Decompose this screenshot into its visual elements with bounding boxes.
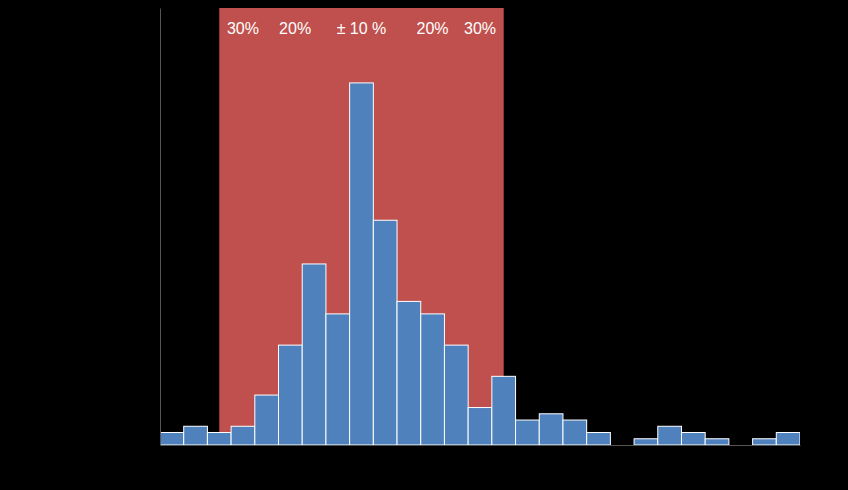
- histogram-bar: [184, 426, 208, 445]
- histogram-bar: [444, 345, 468, 445]
- histogram-bar: [539, 414, 563, 445]
- chart: 30% 20% ± 10 % 20% 30%: [0, 0, 848, 490]
- histogram-bar: [279, 345, 303, 445]
- histogram-bar: [492, 376, 516, 445]
- annotation: 20%: [279, 20, 311, 37]
- histogram-bar: [516, 420, 540, 445]
- histogram-bar: [468, 408, 492, 445]
- annotation: 30%: [227, 20, 259, 37]
- histogram-bar: [776, 433, 800, 445]
- x-axis-line: [161, 445, 801, 446]
- x-axis: [161, 445, 801, 446]
- marks: [160, 8, 800, 445]
- histogram-bar: [634, 439, 658, 445]
- annotation: 30%: [464, 20, 496, 37]
- histogram-bar: [681, 433, 705, 445]
- histogram-bar: [326, 314, 350, 445]
- shaded-range: [219, 8, 503, 445]
- histogram-bar: [373, 220, 397, 445]
- histogram-bar: [729, 445, 753, 446]
- histogram-bar: [658, 426, 682, 445]
- annotation: ± 10 %: [337, 20, 387, 37]
- histogram-bar: [563, 420, 587, 445]
- histogram-bar: [207, 433, 231, 445]
- histogram-bar: [705, 439, 729, 445]
- y-axis: [160, 9, 161, 446]
- y-axis-line: [160, 9, 161, 446]
- histogram-bar: [587, 433, 611, 445]
- histogram-bar: [421, 314, 445, 445]
- annotations: 30% 20% ± 10 % 20% 30%: [227, 20, 496, 37]
- histogram-bar: [160, 433, 184, 445]
- plot: 30% 20% ± 10 % 20% 30%: [160, 8, 801, 446]
- histogram-bar: [397, 301, 421, 445]
- histogram-bar: [231, 426, 255, 445]
- annotation: 20%: [417, 20, 449, 37]
- histogram-bar: [350, 83, 374, 445]
- histogram-bar: [255, 395, 279, 445]
- histogram-bar: [610, 445, 634, 446]
- histogram-bar: [753, 439, 777, 445]
- histogram-bar: [302, 264, 326, 445]
